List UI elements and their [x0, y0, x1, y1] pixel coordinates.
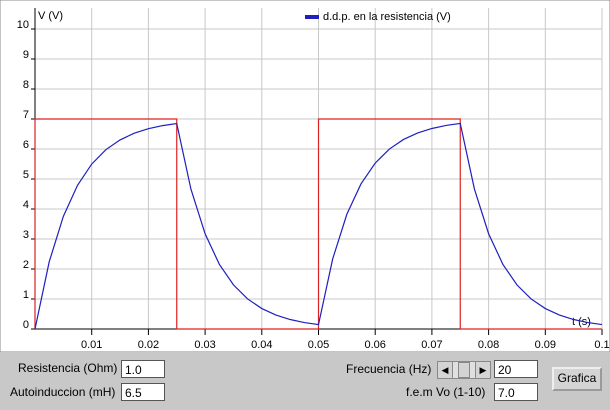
- legend-label: d.d.p. en la resistencia (V): [323, 11, 451, 23]
- legend-swatch: [305, 15, 319, 19]
- scroll-right[interactable]: ▶: [475, 362, 490, 378]
- y-tick-label: 6: [23, 139, 29, 151]
- text-field[interactable]: 6.5: [121, 383, 165, 401]
- y-tick-label: 4: [23, 199, 29, 211]
- chart: V (V) t (s) 0 1 2 3 4 5 6 7 8 9 10 0.01 0.02 0.03 0.04…: [0, 0, 610, 352]
- x-tick-label: 0.1: [594, 339, 609, 351]
- y-tick-label: 2: [23, 259, 29, 271]
- label: f.e.m Vo (1-10): [406, 385, 486, 399]
- label: Autoinduccion (mH): [10, 385, 116, 399]
- label: Frecuencia (Hz): [346, 362, 432, 376]
- x-tick-label: 0.02: [138, 339, 159, 351]
- x-tick-label: 0.04: [251, 339, 272, 351]
- x-axis-label: t (s): [572, 316, 591, 328]
- x-tick-label: 0.06: [364, 339, 385, 351]
- text-field[interactable]: 7.0: [494, 383, 538, 401]
- label: Resistencia (Ohm): [18, 361, 118, 375]
- y-tick-label: 10: [17, 19, 29, 31]
- scrollbar[interactable]: ◀ ▶: [437, 361, 491, 379]
- x-tick-label: 0.05: [308, 339, 329, 351]
- text-field[interactable]: 1.0: [121, 360, 165, 378]
- series-line: [34, 122, 603, 330]
- y-tick-label: 5: [23, 169, 29, 181]
- scroll-thumb[interactable]: [458, 362, 470, 378]
- y-tick-label: 8: [23, 79, 29, 91]
- x-tick-label: 0.07: [421, 339, 442, 351]
- y-tick-label: 0: [23, 319, 29, 331]
- y-tick-label: 3: [23, 229, 29, 241]
- scroll-left[interactable]: ◀: [438, 362, 453, 378]
- y-axis-label: V (V): [38, 10, 63, 22]
- x-tick-label: 0.08: [478, 339, 499, 351]
- y-tick-label: 7: [23, 109, 29, 121]
- button[interactable]: Grafica: [552, 367, 602, 391]
- text-field[interactable]: 20: [494, 360, 538, 378]
- x-tick-label: 0.01: [81, 339, 102, 351]
- series-line: [34, 118, 602, 330]
- x-tick-label: 0.03: [194, 339, 215, 351]
- y-tick-label: 9: [23, 49, 29, 61]
- y-tick-label: 1: [23, 289, 29, 301]
- x-tick-label: 0.09: [535, 339, 556, 351]
